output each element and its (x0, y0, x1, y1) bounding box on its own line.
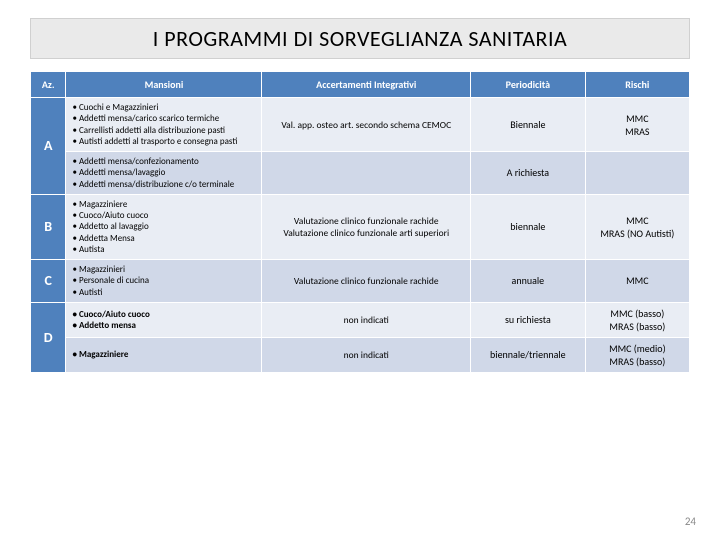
table-body: ACuochi e MagazzinieriAddetti mensa/cari… (31, 98, 690, 373)
table-row: ACuochi e MagazzinieriAddetti mensa/cari… (31, 98, 690, 152)
table-row: DCuoco/Aiuto cuocoAddetto mensanon indic… (31, 302, 690, 337)
col-periodicita: Periodicità (471, 72, 586, 98)
table-row: Magazzinierenon indicatibiennale/trienna… (31, 337, 690, 372)
page-number: 24 (685, 515, 696, 528)
surveillance-table: Az. Mansioni Accertamenti Integrativi Pe… (30, 71, 690, 373)
mansioni-cell: Addetti mensa/confezionamentoAddetti men… (66, 152, 262, 195)
rischi-cell (585, 152, 689, 195)
periodicita-cell: Biennale (471, 98, 586, 152)
col-accertamenti: Accertamenti Integrativi (262, 72, 471, 98)
slide-container: I PROGRAMMI DI SORVEGLIANZA SANITARIA Az… (0, 0, 720, 540)
az-cell: D (31, 302, 66, 372)
rischi-cell: MMC (585, 260, 689, 303)
accertamenti-cell: non indicati (262, 302, 471, 337)
rischi-cell: MMCMRAS (NO Autisti) (585, 194, 689, 259)
title-box: I PROGRAMMI DI SORVEGLIANZA SANITARIA (30, 18, 690, 59)
table-row: Addetti mensa/confezionamentoAddetti men… (31, 152, 690, 195)
rischi-cell: MMCMRAS (585, 98, 689, 152)
periodicita-cell: biennale/triennale (471, 337, 586, 372)
az-cell: C (31, 260, 66, 303)
mansioni-cell: MagazziniereCuoco/Aiuto cuocoAddetto al … (66, 194, 262, 259)
table-row: CMagazzinieriPersonale di cucinaAutistiV… (31, 260, 690, 303)
periodicita-cell: A richiesta (471, 152, 586, 195)
slide-title: I PROGRAMMI DI SORVEGLIANZA SANITARIA (43, 25, 677, 52)
mansioni-cell: Magazziniere (66, 337, 262, 372)
mansioni-cell: Cuochi e MagazzinieriAddetti mensa/caric… (66, 98, 262, 152)
mansioni-cell: Cuoco/Aiuto cuocoAddetto mensa (66, 302, 262, 337)
accertamenti-cell: Val. app. osteo art. secondo schema CEMO… (262, 98, 471, 152)
periodicita-cell: annuale (471, 260, 586, 303)
table-header-row: Az. Mansioni Accertamenti Integrativi Pe… (31, 72, 690, 98)
az-cell: A (31, 98, 66, 195)
periodicita-cell: biennale (471, 194, 586, 259)
rischi-cell: MMC (basso)MRAS (basso) (585, 302, 689, 337)
mansioni-cell: MagazzinieriPersonale di cucinaAutisti (66, 260, 262, 303)
az-cell: B (31, 194, 66, 259)
accertamenti-cell (262, 152, 471, 195)
col-rischi: Rischi (585, 72, 689, 98)
accertamenti-cell: non indicati (262, 337, 471, 372)
periodicita-cell: su richiesta (471, 302, 586, 337)
col-az: Az. (31, 72, 66, 98)
accertamenti-cell: Valutazione clinico funzionale rachideVa… (262, 194, 471, 259)
rischi-cell: MMC (medio)MRAS (basso) (585, 337, 689, 372)
table-row: BMagazziniereCuoco/Aiuto cuocoAddetto al… (31, 194, 690, 259)
accertamenti-cell: Valutazione clinico funzionale rachide (262, 260, 471, 303)
col-mansioni: Mansioni (66, 72, 262, 98)
